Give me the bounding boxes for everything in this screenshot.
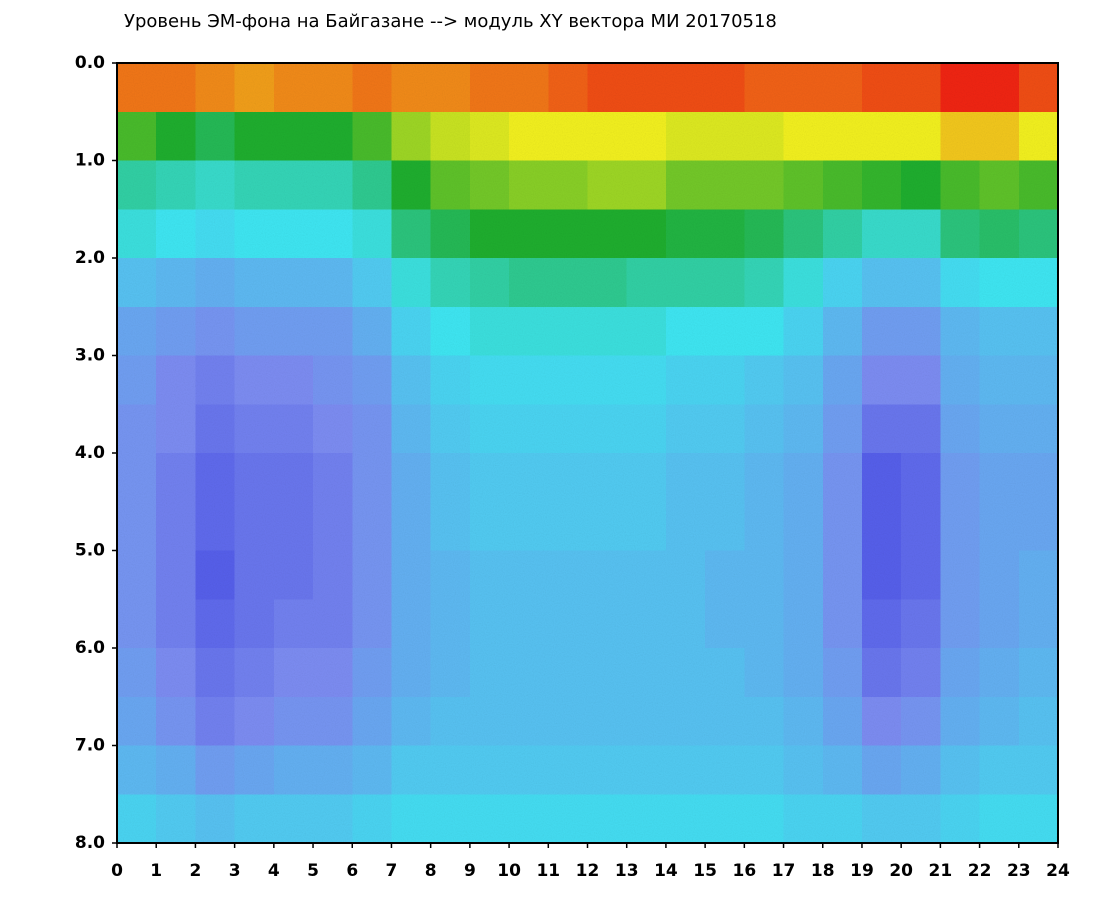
x-tick-label: 14: [654, 861, 678, 881]
x-tick-label: 11: [536, 861, 560, 881]
x-tick-label: 12: [576, 861, 600, 881]
x-tick-label: 16: [732, 861, 756, 881]
x-tick-label: 19: [850, 861, 874, 881]
x-tick-label: 20: [889, 861, 913, 881]
y-tick-label: 0.0: [75, 53, 105, 73]
x-tick-label: 21: [929, 861, 953, 881]
y-tick-label: 6.0: [75, 638, 105, 658]
texture: [117, 63, 1058, 843]
x-tick-label: 9: [464, 861, 476, 881]
x-tick-label: 1: [150, 861, 162, 881]
x-tick-label: 22: [968, 861, 992, 881]
x-tick-label: 15: [693, 861, 717, 881]
x-tick-label: 24: [1046, 861, 1070, 881]
y-tick-label: 4.0: [75, 443, 105, 463]
y-tick-label: 1.0: [75, 151, 105, 171]
x-tick-label: 7: [386, 861, 398, 881]
y-tick-label: 2.0: [75, 248, 105, 268]
y-tick-label: 8.0: [75, 833, 105, 853]
x-tick-label: 18: [811, 861, 835, 881]
x-tick-label: 17: [772, 861, 796, 881]
y-tick-label: 5.0: [75, 541, 105, 561]
x-tick-label: 0: [111, 861, 123, 881]
x-tick-label: 5: [307, 861, 319, 881]
chart-title: Уровень ЭМ-фона на Байгазане --> модуль …: [124, 11, 777, 32]
x-tick-label: 2: [189, 861, 201, 881]
y-tick-label: 7.0: [75, 736, 105, 756]
x-tick-label: 10: [497, 861, 521, 881]
x-tick-label: 8: [425, 861, 437, 881]
x-tick-label: 6: [346, 861, 358, 881]
x-tick-label: 3: [229, 861, 241, 881]
y-tick-label: 3.0: [75, 346, 105, 366]
x-tick-label: 23: [1007, 861, 1031, 881]
x-tick-label: 13: [615, 861, 639, 881]
x-tick-label: 4: [268, 861, 280, 881]
